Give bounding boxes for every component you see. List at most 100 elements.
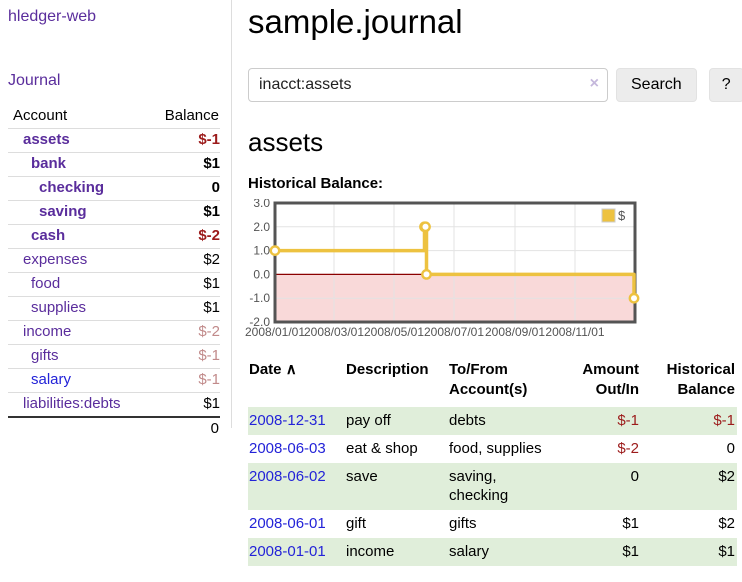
plot-border: [273, 201, 637, 324]
account-balance: $1: [203, 299, 220, 316]
transaction-amount: $1: [622, 515, 639, 532]
account-balance: $2: [203, 251, 220, 268]
accounts-total-row: 0: [8, 416, 220, 441]
y-tick-label: -1.0: [249, 291, 270, 305]
transaction-row: 2008-01-01 income salary $1 $1: [248, 538, 737, 566]
x-tick-label: 2008/03/01: [304, 325, 364, 339]
x-tick-label: 2008/07/01: [424, 325, 484, 339]
account-row: bank $1: [8, 152, 220, 177]
sidebar-nav: Journal: [8, 72, 231, 90]
legend-swatch: [601, 208, 616, 223]
account-balance: $1: [203, 155, 220, 172]
sidebar-account-saving[interactable]: saving: [39, 203, 87, 220]
transaction-balance: $2: [718, 515, 735, 532]
y-tick-label: 2.0: [253, 220, 270, 234]
date-header-label: Date: [249, 361, 282, 378]
transaction-balance: $1: [718, 543, 735, 560]
transaction-description: gift: [346, 515, 367, 532]
sidebar-account-cash[interactable]: cash: [31, 227, 66, 244]
account-row: salary $-1: [8, 368, 220, 393]
account-balance: $1: [203, 395, 220, 412]
accounts-header-account: Account: [13, 107, 68, 124]
account-row: saving $1: [8, 200, 220, 225]
data-point-marker: [421, 269, 432, 280]
account-cell: saving: [8, 201, 146, 225]
account-cell: supplies: [8, 297, 146, 321]
transaction-row: 2008-06-03 eat & shop food, supplies $-2 0: [248, 435, 737, 463]
transaction-date-link[interactable]: 2008-01-01: [249, 543, 326, 560]
app-title-link[interactable]: hledger-web: [8, 8, 97, 25]
account-cell: checking: [8, 177, 146, 201]
transaction-date-cell: 2008-01-01: [248, 538, 345, 566]
chart-title: Historical Balance:: [248, 175, 384, 192]
register-header-date[interactable]: Date ∧: [248, 358, 345, 407]
transaction-date-cell: 2008-06-03: [248, 435, 345, 463]
account-row: checking 0: [8, 176, 220, 201]
y-tick-label: 1.0: [253, 244, 270, 258]
transaction-date-link[interactable]: 2008-06-01: [249, 515, 326, 532]
account-balance: $-1: [198, 347, 220, 364]
transaction-row: 2008-06-01 gift gifts $1 $2: [248, 510, 737, 538]
transaction-amount: $-1: [617, 412, 639, 429]
account-balance: $-2: [198, 323, 220, 340]
account-cell: bank: [8, 153, 146, 177]
transaction-balance: $2: [718, 468, 735, 485]
x-tick-label: 2008/05/01: [364, 325, 424, 339]
accounts-total-value: 0: [146, 416, 220, 441]
transaction-date-cell: 2008-06-01: [248, 510, 345, 538]
transaction-accounts: food, supplies: [449, 440, 542, 457]
x-tick-label: 2008/09/01: [485, 325, 545, 339]
account-row: gifts $-1: [8, 344, 220, 369]
transaction-date-link[interactable]: 2008-06-03: [249, 440, 326, 457]
transaction-date-link[interactable]: 2008-06-02: [249, 468, 326, 485]
search-box: ×: [248, 68, 608, 102]
register-table-body: 2008-12-31 pay off debts $-1 $-1 2008-06-03 ea…: [248, 407, 737, 566]
accounts-table: Account Balance assets $-1 bank $1 checking 0…: [8, 104, 220, 441]
accounts-header-row: Account Balance: [8, 104, 220, 129]
clear-search-icon[interactable]: ×: [589, 75, 599, 92]
sidebar-account-income[interactable]: income: [23, 323, 72, 340]
account-cell: food: [8, 273, 146, 297]
page-title: sample.journal: [248, 3, 463, 40]
transaction-row: 2008-06-02 save saving, checking 0 $2: [248, 463, 737, 510]
transaction-balance: 0: [726, 440, 735, 457]
sidebar-account-checking[interactable]: checking: [39, 179, 105, 196]
sidebar-account-food[interactable]: food: [31, 275, 61, 292]
sidebar-account-expenses[interactable]: expenses: [23, 251, 88, 268]
account-row: cash $-2: [8, 224, 220, 249]
sidebar-account-supplies[interactable]: supplies: [31, 299, 87, 316]
accounts-header-balance: Balance: [164, 107, 219, 124]
balance-chart: $3.0 2.0 1.0 0.0 -1.0 -2.02008/01/012008/03/0…: [245, 199, 640, 339]
sidebar-account-gifts[interactable]: gifts: [31, 347, 59, 364]
account-cell: expenses: [8, 249, 146, 273]
transaction-date-cell: 2008-06-02: [248, 463, 345, 510]
account-balance: $-2: [198, 227, 220, 244]
search-button[interactable]: Search: [616, 68, 697, 102]
account-heading: assets: [248, 127, 324, 157]
account-balance: 0: [211, 179, 220, 196]
transaction-balance: $-1: [713, 412, 735, 429]
account-balance: $-1: [198, 371, 220, 388]
sidebar-account-liabilities-debts[interactable]: liabilities:debts: [23, 395, 121, 412]
sidebar-account-salary[interactable]: salary: [31, 371, 72, 388]
account-row: supplies $1: [8, 296, 220, 321]
data-point-marker: [420, 221, 431, 233]
transaction-amount: 0: [630, 468, 639, 485]
help-button[interactable]: ?: [708, 68, 742, 102]
sidebar-account-assets[interactable]: assets: [23, 131, 70, 148]
transaction-date-link[interactable]: 2008-12-31: [249, 412, 326, 429]
transaction-accounts: saving, checking: [449, 468, 509, 504]
sidebar-account-bank[interactable]: bank: [31, 155, 67, 172]
account-row: liabilities:debts $1: [8, 392, 220, 418]
y-tick-label: 0.0: [253, 267, 270, 281]
transaction-description: pay off: [346, 412, 391, 429]
search-input[interactable]: [248, 68, 608, 102]
data-point-marker: [269, 245, 281, 256]
account-cell: liabilities:debts: [8, 393, 146, 418]
sidebar-item-journal[interactable]: Journal: [8, 72, 61, 89]
register-header-accounts: To/From Account(s): [449, 361, 528, 398]
transaction-accounts: gifts: [449, 515, 477, 532]
account-cell: cash: [8, 225, 146, 249]
transaction-description: income: [346, 543, 395, 560]
account-balance: $1: [203, 275, 220, 292]
